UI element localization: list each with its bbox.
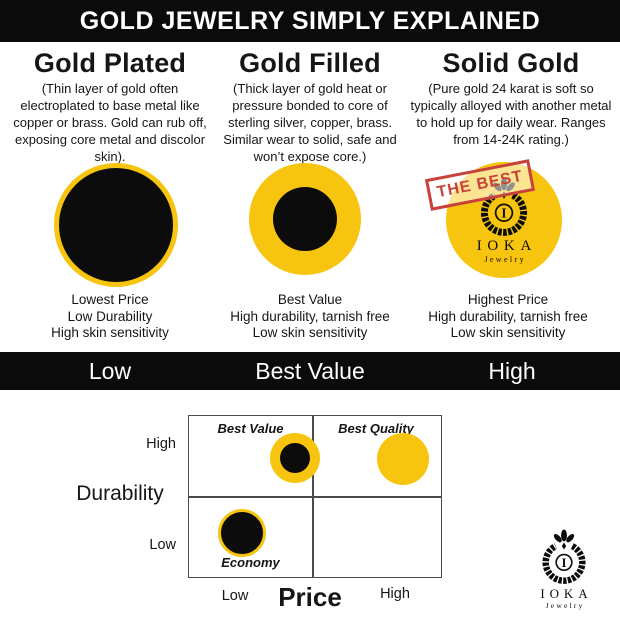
- footer-ioka-sub-text: Jewelry: [545, 601, 585, 610]
- gold-filled-stats: Best Value High durability, tarnish free…: [202, 292, 418, 342]
- stat-line: High durability, tarnish free: [230, 308, 390, 324]
- page-title: GOLD JEWELRY SIMPLY EXPLAINED: [79, 6, 541, 35]
- stat-line: Low skin sensitivity: [252, 325, 368, 340]
- header-bar: GOLD JEWELRY SIMPLY EXPLAINED: [0, 0, 620, 42]
- stat-line: Low skin sensitivity: [450, 325, 566, 340]
- stat-line: High skin sensitivity: [51, 325, 169, 340]
- y-axis-title: Durability: [76, 482, 164, 505]
- gold-filled-circle-icon: [249, 163, 361, 275]
- chart-point-gold-plated: [218, 509, 266, 557]
- chart-point-gold-filled: [270, 433, 320, 483]
- stat-line: Best Value: [277, 292, 343, 307]
- stat-line: High durability, tarnish free: [428, 308, 588, 324]
- stat-line: Lowest Price: [71, 292, 149, 307]
- column-solid-gold: Solid Gold (Pure gold 24 karat is soft s…: [408, 48, 614, 149]
- quadrant-label-best-value: Best Value: [217, 421, 284, 436]
- gold-filled-heading: Gold Filled: [239, 48, 381, 78]
- value-bar: Low Best Value High: [0, 352, 620, 390]
- y-axis-tick-high: High: [146, 436, 176, 452]
- gold-plated-circle-icon: [54, 163, 178, 287]
- y-axis-tick-low: Low: [149, 537, 176, 553]
- gold-filled-description: (Thick layer of gold heat or pressure bo…: [223, 81, 397, 164]
- chart-horizontal-divider: [189, 496, 441, 498]
- ioka-monogram: I: [501, 205, 506, 220]
- ioka-brand-text: IOKA: [476, 237, 537, 254]
- footer-ioka-crest-icon: I: [542, 529, 586, 584]
- value-bar-best-value: Best Value: [255, 358, 365, 384]
- gold-plated-heading: Gold Plated: [33, 48, 187, 78]
- solid-gold-description: (Pure gold 24 karat is soft so typically…: [410, 81, 612, 147]
- x-axis-tick-high: High: [380, 586, 410, 602]
- value-bar-low: Low: [88, 358, 132, 384]
- column-gold-plated: Gold Plated (Thin layer of gold often el…: [6, 48, 214, 165]
- footer-ioka-brand-text: IOKA: [540, 586, 593, 601]
- solid-gold-heading: Solid Gold: [442, 48, 580, 78]
- gold-filled-core: [273, 187, 337, 251]
- x-axis-tick-low: Low: [221, 588, 249, 604]
- price-durability-chart: Best Value Best Quality Economy: [188, 415, 442, 578]
- quadrant-label-economy: Economy: [221, 555, 280, 570]
- chart-point-gold-filled-core: [280, 443, 310, 473]
- gold-plated-stats: Lowest Price Low Durability High skin se…: [6, 292, 214, 342]
- footer-ioka-monogram: I: [562, 556, 567, 570]
- ioka-sub-text: Jewelry: [484, 254, 527, 264]
- stat-line: Highest Price: [467, 292, 549, 307]
- footer-ioka-logo: I IOKA Jewelry: [524, 529, 604, 610]
- solid-gold-stats: Highest Price High durability, tarnish f…: [400, 292, 616, 342]
- quadrant-label-best-quality: Best Quality: [338, 421, 414, 436]
- value-bar-high: High: [488, 358, 536, 384]
- stat-line: Low Durability: [67, 308, 153, 324]
- column-gold-filled: Gold Filled (Thick layer of gold heat or…: [210, 48, 410, 165]
- gold-plated-description: (Thin layer of gold often electroplated …: [13, 81, 207, 164]
- chart-point-solid-gold: [377, 433, 429, 485]
- x-axis-title: Price: [278, 582, 342, 612]
